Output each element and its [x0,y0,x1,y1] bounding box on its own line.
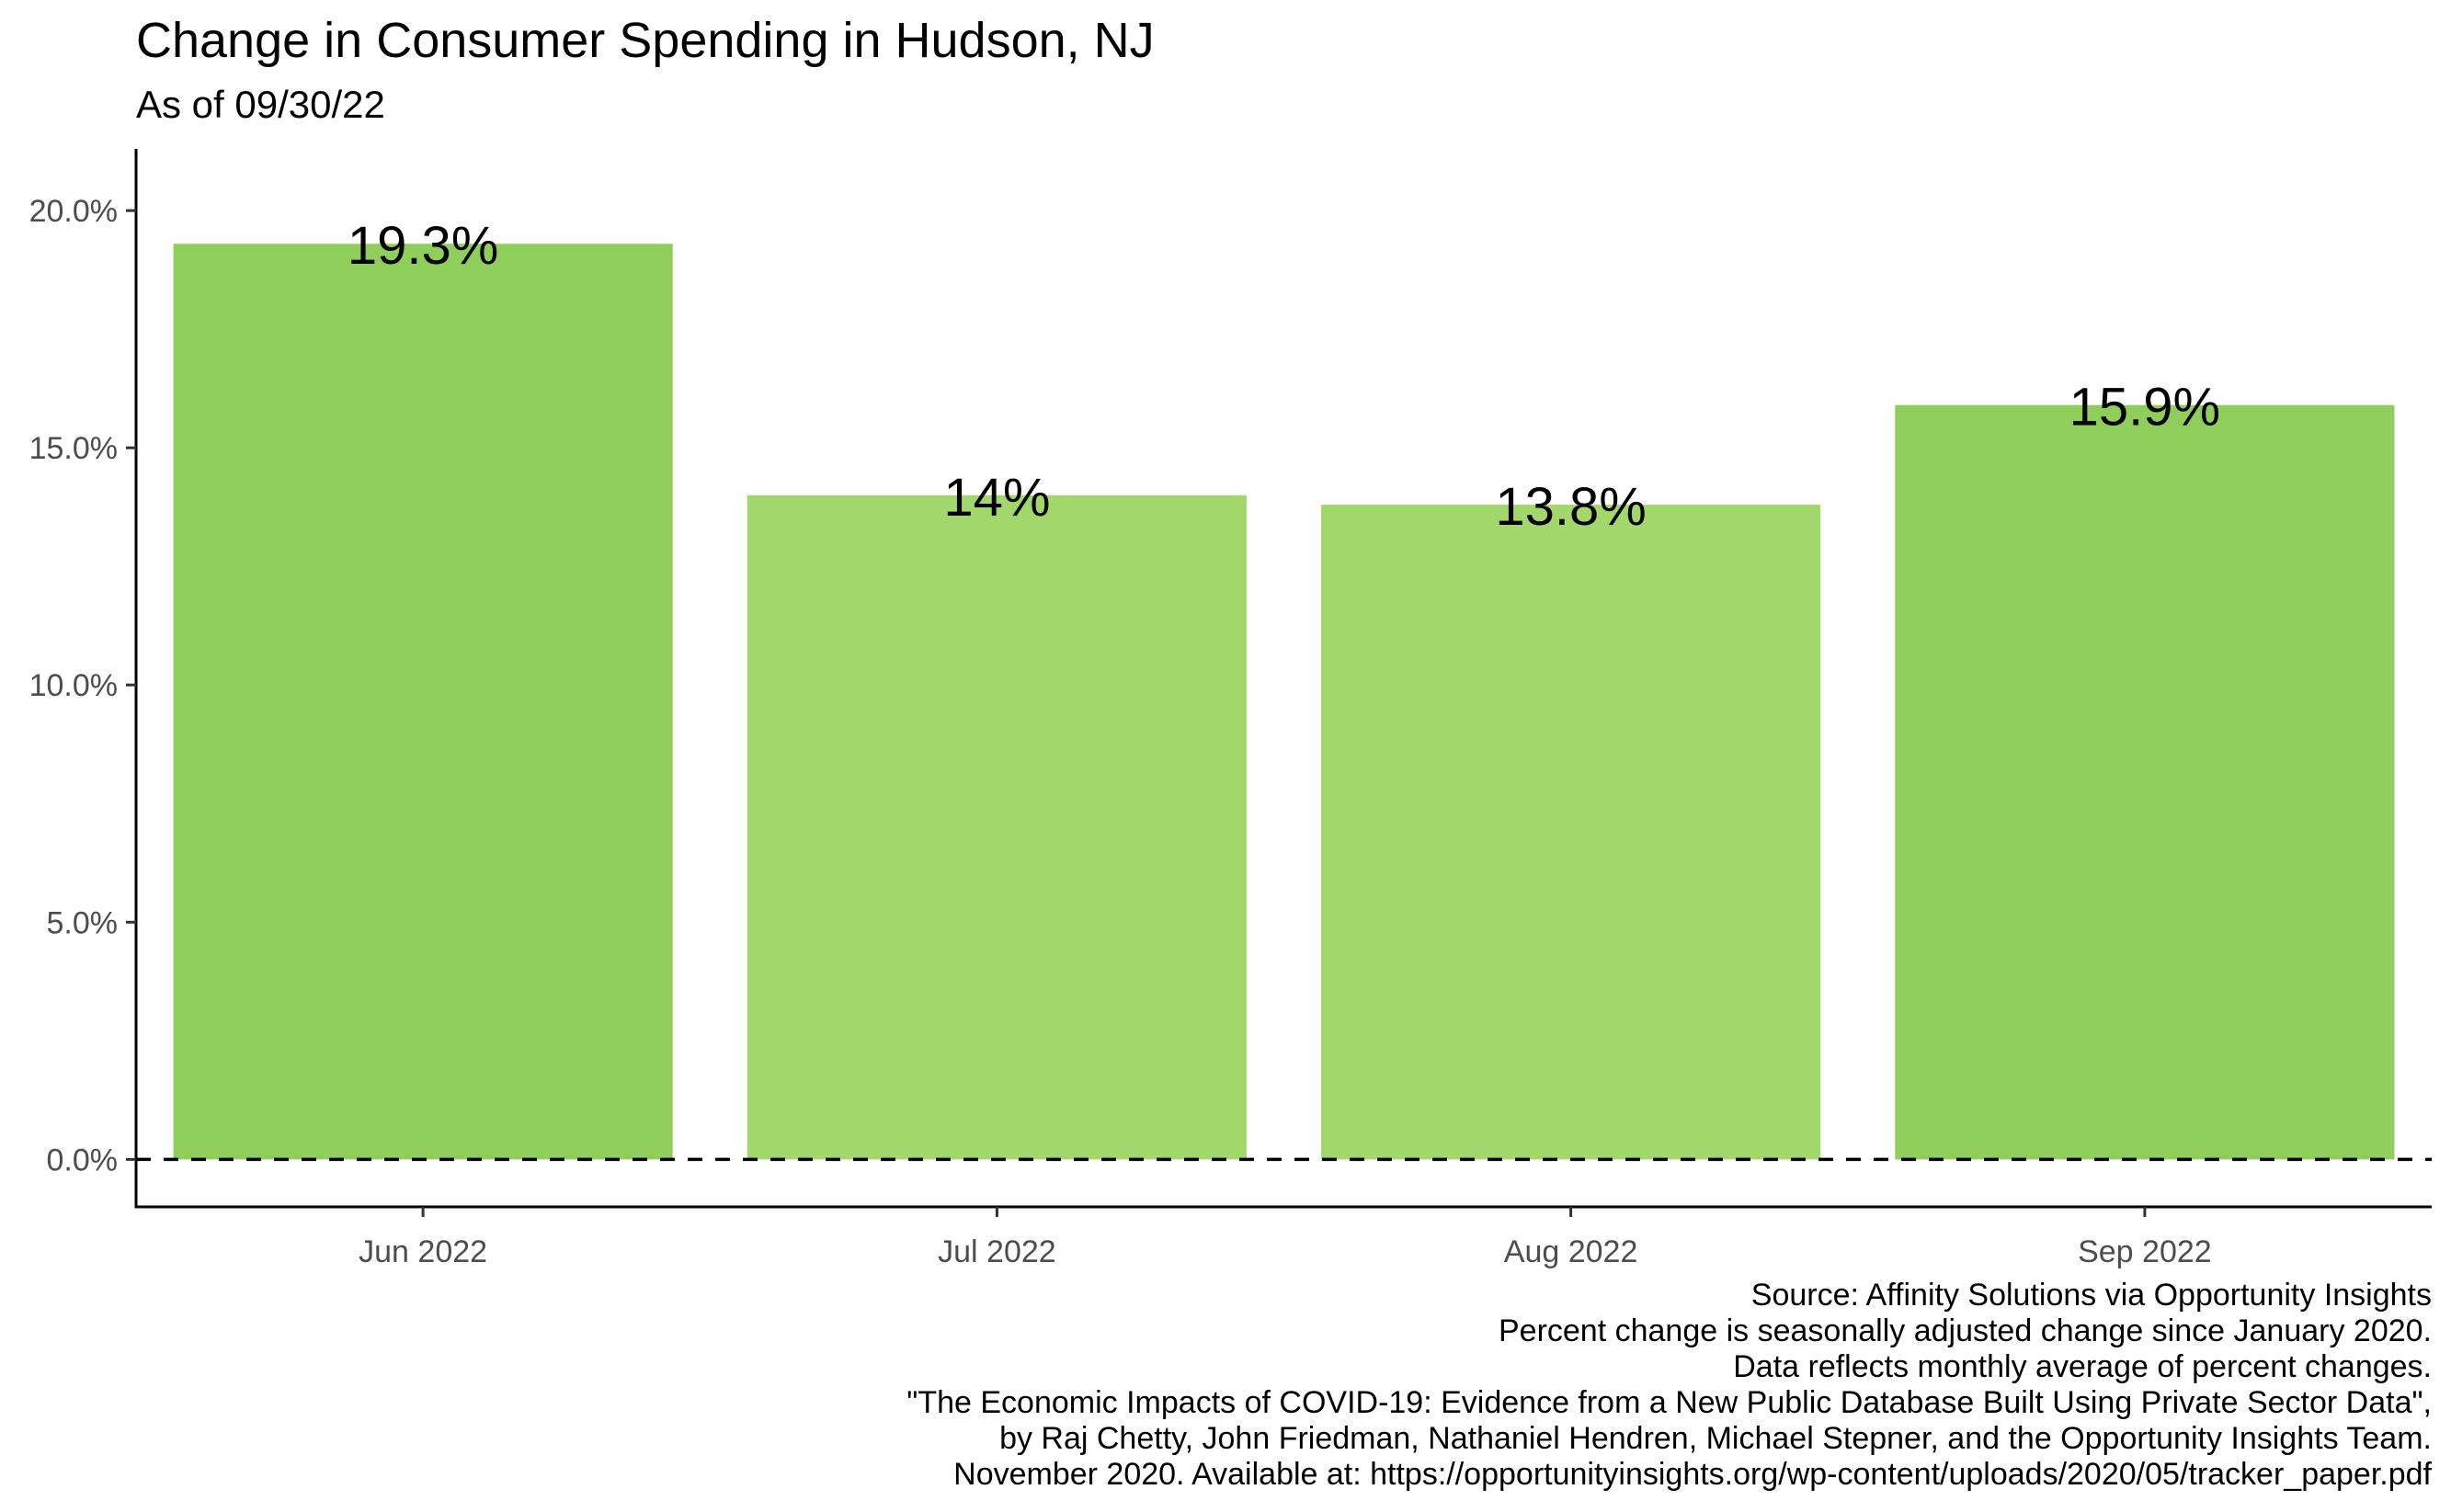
bar-value-label: 19.3% [348,216,498,276]
y-tick-label: 5.0% [47,905,119,940]
bar [1321,505,1821,1160]
bar [173,244,673,1160]
chart-subtitle: As of 09/30/22 [136,83,385,126]
y-tick-label: 0.0% [47,1143,119,1177]
caption-line: November 2020. Available at: https://opp… [953,1457,2432,1492]
caption-line: Data reflects monthly average of percent… [1733,1349,2432,1384]
bar [1895,404,2395,1160]
caption-line: by Raj Chetty, John Friedman, Nathaniel … [999,1421,2432,1456]
caption-line: "The Economic Impacts of COVID-19: Evide… [906,1385,2432,1420]
x-tick-label: Sep 2022 [2078,1234,2212,1269]
caption-line: Source: Affinity Solutions via Opportuni… [1751,1278,2432,1313]
bar-value-label: 15.9% [2069,378,2220,438]
y-tick-label: 15.0% [29,431,118,466]
bar [747,495,1247,1160]
caption-line: Percent change is seasonally adjusted ch… [1499,1313,2432,1348]
bars-layer [173,244,2395,1160]
chart-title: Change in Consumer Spending in Hudson, N… [136,13,1155,68]
bar-value-label: 13.8% [1495,477,1646,537]
axes-layer: 0.0% 5.0% 10.0% 15.0% 20.0% Jun 2022 Jul 2022 A… [29,149,2432,1269]
x-tick-label: Jun 2022 [359,1234,487,1269]
x-tick-label: Aug 2022 [1504,1234,1638,1269]
data-labels-layer: 19.3% 14% 13.8% 15.9% [348,216,2220,537]
bar-value-label: 14% [943,468,1050,528]
x-tick-label: Jul 2022 [938,1234,1056,1269]
caption: Source: Affinity Solutions via Opportuni… [906,1278,2432,1492]
y-tick-label: 20.0% [29,194,118,229]
y-tick-label: 10.0% [29,668,118,703]
